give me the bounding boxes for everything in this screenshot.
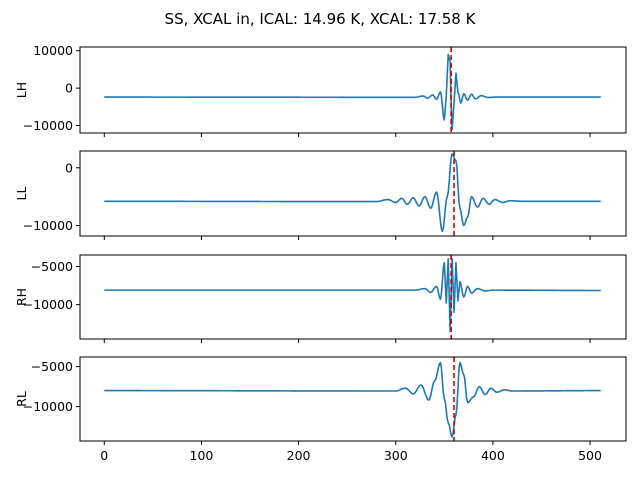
y-tick-label: −10000 — [23, 218, 73, 233]
y-tick-label: 0 — [65, 81, 73, 96]
x-tick-label: 400 — [481, 448, 505, 463]
x-tick-label: 500 — [578, 448, 602, 463]
y-tick-label: −10000 — [23, 297, 73, 312]
y-axis-label: RH — [14, 288, 29, 306]
axes-frame — [79, 46, 627, 134]
series-line-lh — [104, 53, 601, 131]
y-tick-label: −5000 — [31, 259, 73, 274]
y-tick-label: −10000 — [23, 118, 73, 133]
subplot-lh: −10000 0 10000 LH — [14, 43, 627, 137]
y-axis-label: LH — [14, 82, 29, 98]
x-tick-label: 0 — [100, 448, 108, 463]
y-tick-label: −5000 — [31, 359, 73, 374]
y-tick-label: 10000 — [33, 43, 73, 58]
subplot-ll: −10000 0 LL — [14, 150, 627, 240]
series-line-rh — [104, 258, 601, 333]
figure-title: SS, XCAL in, ICAL: 14.96 K, XCAL: 17.58 … — [165, 10, 477, 28]
series-line-ll — [104, 153, 601, 233]
y-axis-label: RL — [14, 391, 29, 407]
axes-frame — [79, 254, 627, 340]
subplot-panels: −10000010000LH−100000LL−10000−5000RH−100… — [14, 43, 627, 463]
axes-frame — [79, 356, 627, 442]
y-tick-label: −10000 — [23, 399, 73, 414]
x-tick-label: 200 — [287, 448, 311, 463]
y-tick-label: 0 — [65, 160, 73, 175]
axes-frame — [79, 150, 627, 237]
subplot-rl: −10000 −5000 0 100 200 300 400 500 RL — [14, 356, 627, 463]
x-tick-label: 100 — [190, 448, 214, 463]
series-line-rl — [104, 361, 601, 438]
y-axis-label: LL — [14, 187, 29, 201]
x-tick-label: 300 — [384, 448, 408, 463]
